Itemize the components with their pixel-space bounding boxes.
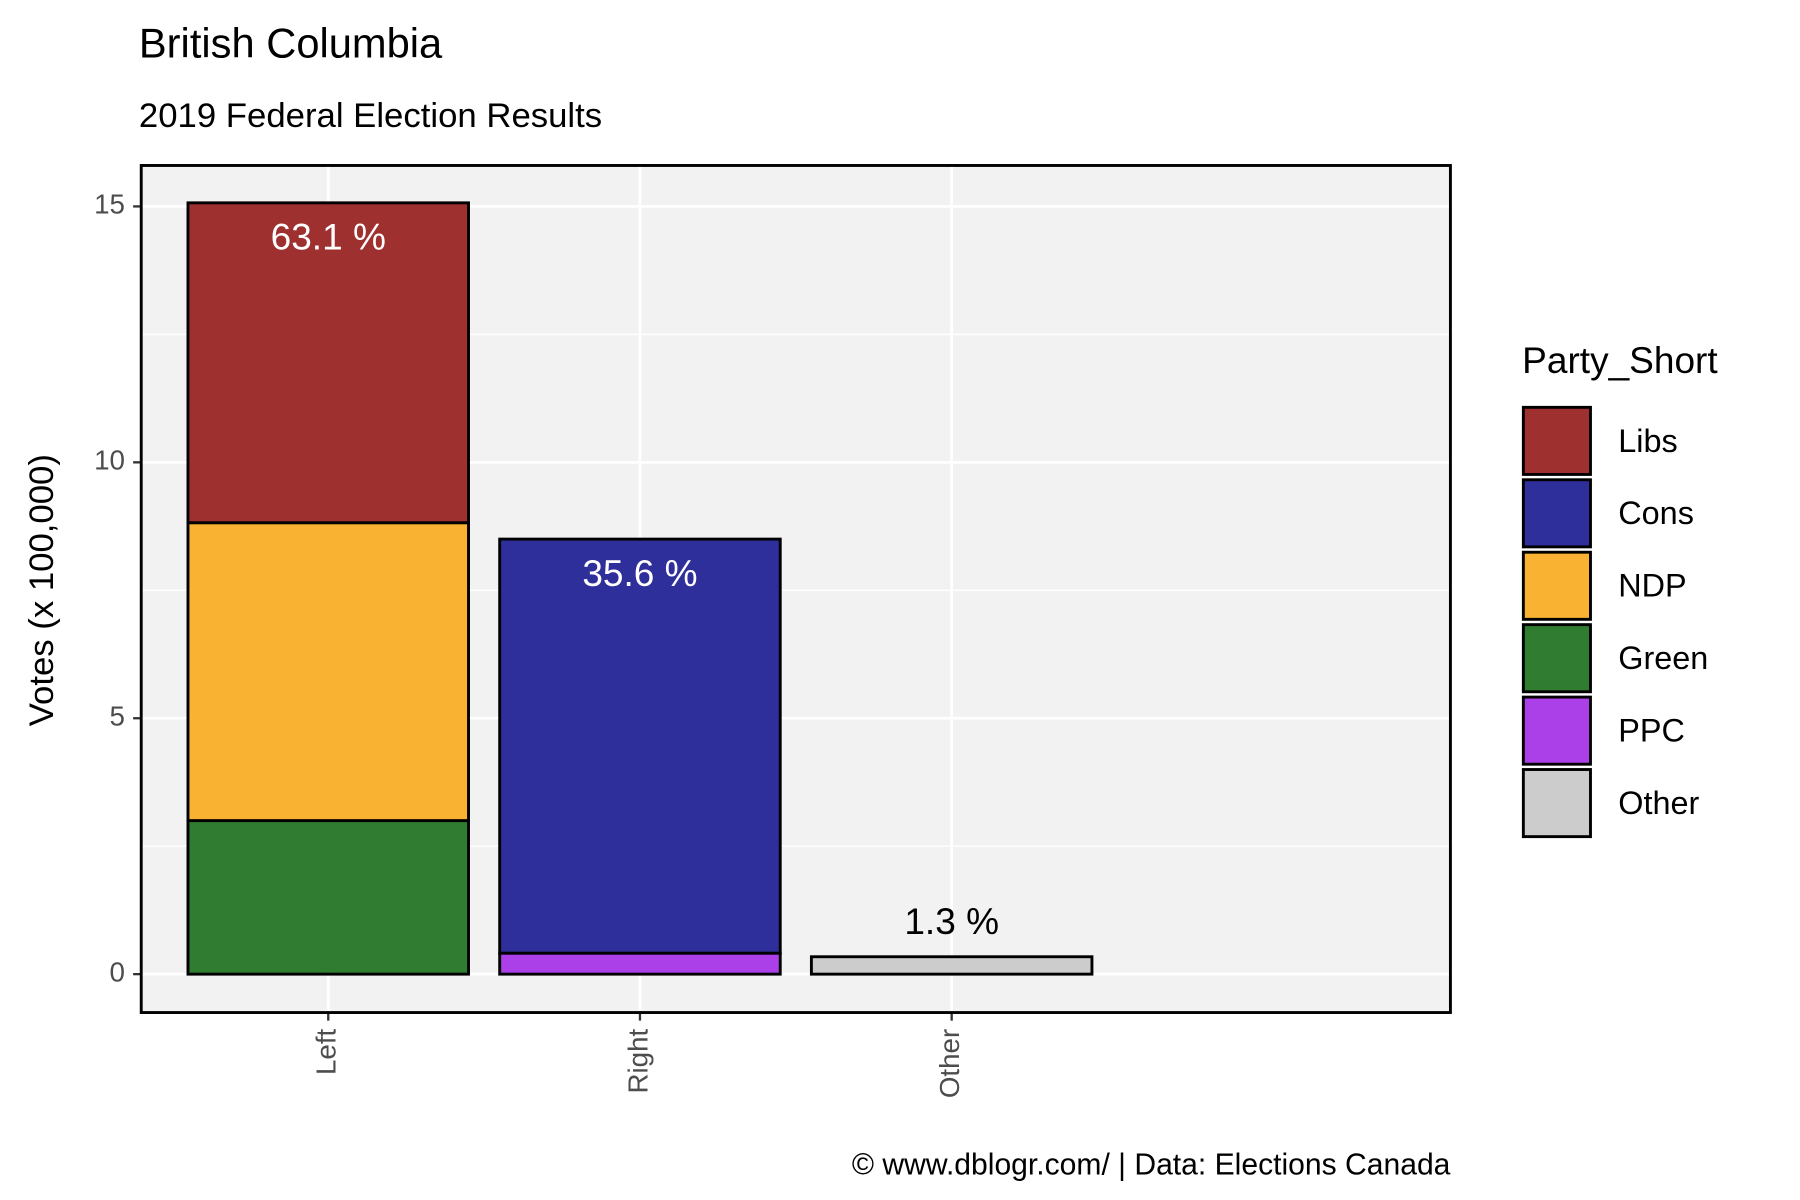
x-tick-label: Other xyxy=(934,1029,965,1098)
legend-key xyxy=(1521,695,1592,766)
y-tick-label: 10 xyxy=(94,445,125,476)
chart-subtitle: 2019 Federal Election Results xyxy=(139,97,602,135)
panel-border xyxy=(139,164,1452,1014)
legend-label: NDP xyxy=(1618,568,1686,604)
y-tick-label: 0 xyxy=(110,956,125,987)
legend-title: Party_Short xyxy=(1522,339,1718,381)
share-label: 35.6 % xyxy=(582,552,697,594)
legend-label: Libs xyxy=(1618,423,1677,459)
bar-segment xyxy=(809,955,1094,976)
legend-label: Other xyxy=(1618,785,1699,821)
y-axis-title: Votes (x 100,000) xyxy=(23,454,61,726)
legend-key xyxy=(1521,405,1592,476)
y-tick-label: 15 xyxy=(94,189,125,220)
bar-segment xyxy=(186,819,470,976)
bar-segment xyxy=(498,537,782,955)
legend-label: Cons xyxy=(1618,495,1694,531)
bar-segment xyxy=(186,521,470,823)
bar-segment xyxy=(498,951,782,976)
legend-key xyxy=(1521,768,1592,839)
share-label: 1.3 % xyxy=(904,900,999,942)
legend-key xyxy=(1521,478,1592,549)
caption: © www.dblogr.com/ | Data: Elections Cana… xyxy=(852,1148,1451,1181)
y-tick-label: 5 xyxy=(110,701,125,732)
legend-key xyxy=(1521,550,1592,621)
bar-segment xyxy=(186,201,470,525)
legend-key xyxy=(1521,623,1592,694)
share-label: 63.1 % xyxy=(271,216,386,258)
x-tick-label: Left xyxy=(311,1028,342,1075)
legend-label: PPC xyxy=(1618,713,1685,749)
x-tick-label: Right xyxy=(622,1028,653,1093)
chart-title: British Columbia xyxy=(139,19,443,66)
legend-label: Green xyxy=(1618,640,1708,676)
